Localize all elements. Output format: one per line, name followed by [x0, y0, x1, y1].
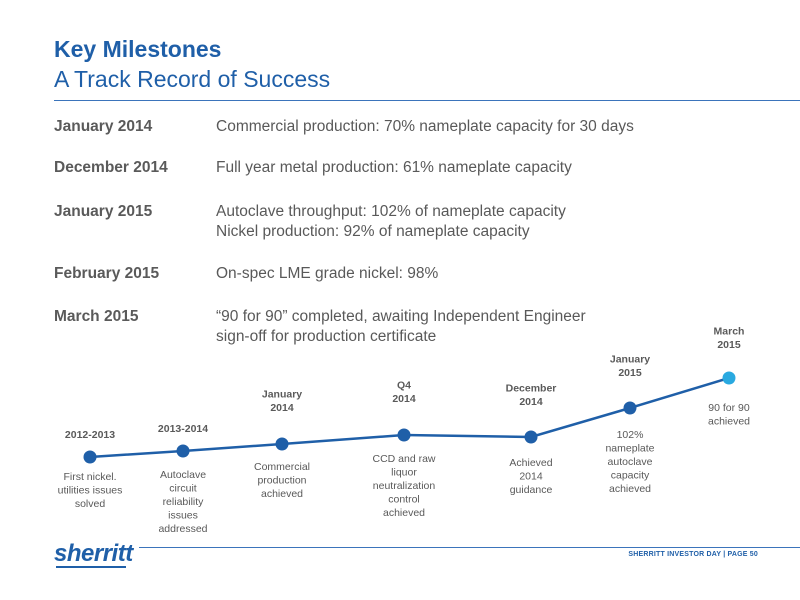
milestone-date: January 2014 [54, 118, 153, 135]
milestone-date: February 2015 [54, 265, 160, 282]
timeline-point [524, 430, 538, 444]
timeline-point-description: CCD and raw [372, 453, 435, 465]
timeline-point-description: achieved [261, 488, 303, 500]
timeline-point-label: 2014 [270, 402, 294, 414]
timeline-point-description: neutralization [373, 480, 436, 492]
timeline-point [397, 428, 411, 442]
timeline-point-description: guidance [510, 484, 553, 496]
milestone-description: Full year metal production: 61% nameplat… [216, 159, 572, 176]
timeline-point-label: March [714, 326, 745, 338]
timeline-point-description: solved [75, 498, 106, 510]
timeline-point-description: achieved [708, 416, 750, 428]
timeline-point-label: 2015 [618, 367, 642, 379]
timeline-point-description: 102% [617, 429, 644, 441]
timeline-point-label: 2014 [392, 393, 416, 405]
milestone-description: “90 for 90” completed, awaiting Independ… [216, 308, 586, 345]
timeline-point-label: 2015 [717, 339, 741, 351]
timeline-point-description: circuit [169, 483, 197, 495]
timeline-point [722, 371, 736, 385]
timeline-point-description: liquor [391, 467, 417, 479]
timeline-point-description: addressed [158, 523, 207, 535]
timeline-point-label: December [506, 383, 557, 395]
timeline-point [176, 444, 190, 458]
page-title: Key Milestones [54, 36, 222, 62]
sherritt-logo: sherritt [54, 541, 139, 567]
milestone-description: Autoclave throughput: 102% of nameplate … [216, 203, 566, 240]
timeline-point-description: control [388, 494, 420, 506]
milestone-description: Commercial production: 70% nameplate cap… [216, 118, 634, 135]
footer-page-label: SHERRITT INVESTOR DAY | PAGE 50 [628, 551, 758, 558]
timeline-point-description: reliability [163, 496, 205, 508]
page-subtitle: A Track Record of Success [54, 66, 331, 92]
timeline-point-label: 2014 [519, 396, 543, 408]
timeline-point-label: January [262, 389, 302, 401]
timeline-point-label: January [610, 354, 650, 366]
logo-underline [56, 566, 126, 568]
timeline-point-description: achieved [609, 483, 651, 495]
timeline-point-description: 90 for 90 [708, 402, 750, 414]
timeline-point-description: Autoclave [160, 469, 206, 481]
timeline-point-description: Commercial [254, 461, 310, 473]
timeline-point-description: utilities issues [58, 485, 123, 497]
timeline-point [83, 450, 97, 464]
timeline-point-description: achieved [383, 507, 425, 519]
timeline-point-description: First nickel. [63, 471, 116, 483]
timeline-point-description: issues [168, 510, 198, 522]
milestone-date: December 2014 [54, 159, 168, 176]
milestone-date: March 2015 [54, 308, 139, 325]
timeline-point-label: Q4 [397, 380, 411, 392]
timeline-point-label: 2012-2013 [65, 429, 115, 441]
timeline-point-description: autoclave [608, 456, 653, 468]
header-divider [54, 100, 800, 101]
milestone-description: On-spec LME grade nickel: 98% [216, 265, 439, 282]
timeline-point [275, 437, 289, 451]
timeline-point-description: 2014 [519, 471, 543, 483]
timeline-point-description: capacity [611, 470, 650, 482]
timeline-point-label: 2013-2014 [158, 423, 208, 435]
footer-divider [54, 547, 800, 548]
timeline-point-description: Achieved [509, 457, 552, 469]
timeline-point-description: production [257, 475, 306, 487]
milestone-date: January 2015 [54, 203, 153, 220]
timeline-point [623, 401, 637, 415]
timeline-point-description: nameplate [605, 443, 654, 455]
